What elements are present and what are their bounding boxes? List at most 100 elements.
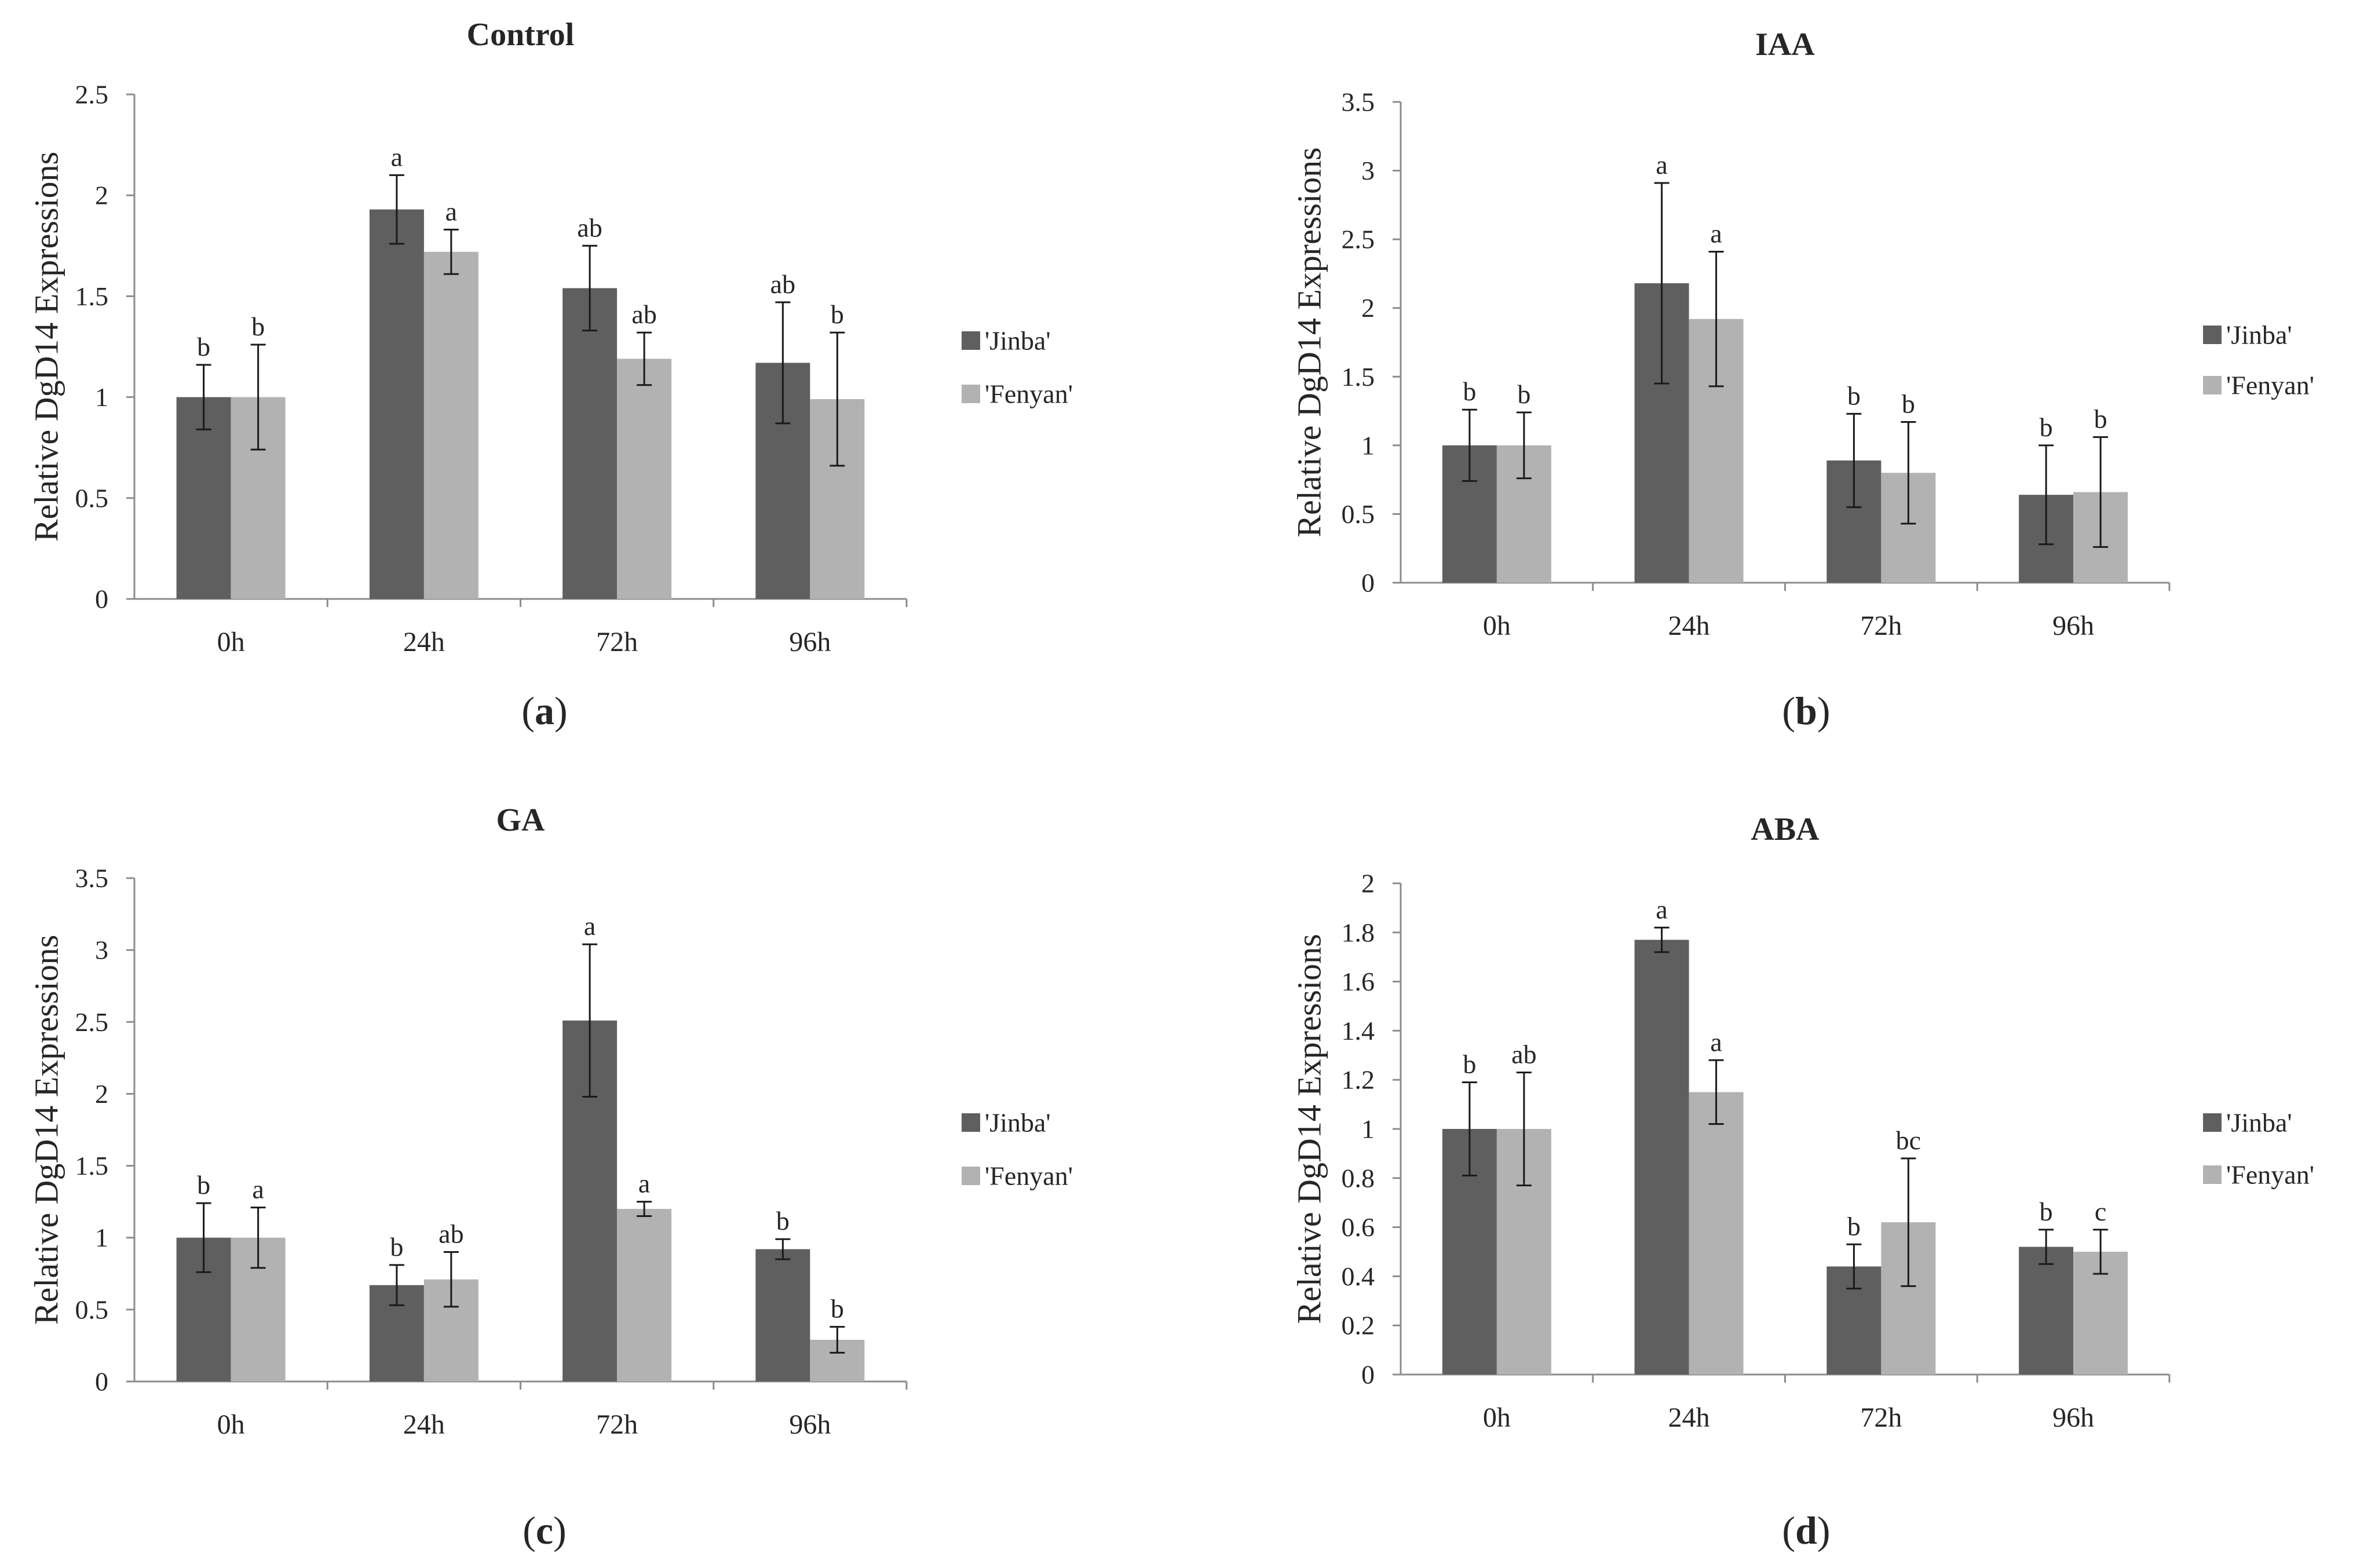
y-tick-label: 2 [95, 181, 108, 210]
y-tick-label: 0 [1361, 1360, 1375, 1390]
significance-label: ab [1511, 1039, 1536, 1069]
y-tick-label: 1.5 [1342, 362, 1375, 392]
panel-caption: (c) [523, 1508, 567, 1552]
legend-swatch-fenyan [962, 1167, 980, 1185]
chart-panel-b: IAA Relative DgD14 Expressions 0 0.5 1 1.5 2 2.… [1291, 27, 2315, 733]
panel-caption-letter: b [1795, 689, 1817, 733]
significance-label: b [1463, 377, 1476, 406]
y-tick-label: 3 [95, 935, 108, 965]
significance-label: a [638, 1169, 650, 1198]
significance-label: bc [1896, 1125, 1921, 1155]
significance-label: b [1847, 381, 1861, 410]
x-tick-label: 0h [217, 1409, 245, 1440]
y-tick-label: 2.5 [1342, 225, 1375, 254]
chart-panel-d: ABA Relative DgD14 Expressions 0 0.2 0.4 0.6 0… [1291, 812, 2315, 1552]
y-tick-label: 2 [95, 1079, 108, 1109]
legend-swatch-jinba [962, 331, 980, 350]
y-tick-label: 1.5 [75, 282, 109, 311]
legend-swatch-fenyan [2203, 376, 2222, 394]
chart-title: GA [496, 802, 546, 838]
y-tick-label: 0 [95, 1367, 108, 1397]
y-axis-label: Relative DgD14 Expressions [28, 935, 65, 1325]
y-tick-label: 2 [1361, 869, 1375, 898]
bar-jinba-24h [369, 209, 424, 599]
y-tick-label: 1.8 [1342, 918, 1375, 947]
legend-swatch-fenyan [962, 385, 980, 403]
chart-panel-c: GA Relative DgD14 Expressions 0 0.5 1 1.5 2 2.5… [28, 802, 1073, 1552]
significance-label: a [391, 142, 403, 171]
significance-label: ab [577, 213, 602, 242]
bar-fenyan-24h [423, 251, 478, 599]
y-tick-label: 0.5 [75, 1295, 109, 1324]
y-tick-label: 0.8 [1342, 1163, 1375, 1193]
y-tick-label: 0 [1361, 568, 1375, 598]
x-tick-label: 96h [789, 1409, 831, 1440]
y-tick-label: 2 [1361, 293, 1375, 323]
bar-fenyan-72h [617, 1209, 672, 1381]
bar-fenyan-72h [617, 359, 672, 599]
y-tick-label: 0.5 [1342, 499, 1375, 529]
significance-label: a [584, 911, 596, 941]
y-tick-label: 2.5 [75, 80, 109, 109]
x-tick-label: 24h [1668, 611, 1710, 641]
y-tick-label: 0 [95, 584, 108, 614]
significance-label: b [1517, 379, 1530, 409]
bar-jinba-96h [2019, 1247, 2074, 1375]
bar-jinba-72h [562, 288, 618, 599]
significance-label: b [776, 1206, 790, 1236]
y-tick-label: 1.4 [1342, 1016, 1375, 1046]
legend-label-fenyan: 'Fenyan' [2226, 371, 2314, 400]
significance-label: b [831, 299, 844, 329]
y-tick-label: 1 [95, 382, 108, 412]
panel-caption-letter: c [536, 1508, 553, 1552]
significance-label: a [252, 1175, 264, 1204]
chart-title: ABA [1751, 812, 1820, 847]
x-tick-label: 0h [1483, 611, 1511, 641]
legend-label-jinba: 'Jinba' [2226, 1108, 2292, 1138]
legend-swatch-jinba [2203, 1113, 2222, 1132]
y-axis-label: Relative DgD14 Expressions [1291, 147, 1328, 537]
legend-swatch-jinba [962, 1113, 980, 1132]
bar-jinba-24h [1634, 940, 1689, 1375]
significance-label: b [197, 1170, 210, 1200]
significance-label: a [1656, 894, 1667, 924]
x-tick-label: 72h [596, 627, 638, 657]
x-tick-label: 72h [1860, 611, 1902, 641]
x-tick-label: 24h [403, 627, 445, 657]
legend-label-fenyan: 'Fenyan' [2226, 1160, 2314, 1190]
significance-label: a [1656, 150, 1667, 180]
x-tick-label: 72h [596, 1409, 638, 1440]
legend-label-fenyan: 'Fenyan' [985, 379, 1073, 409]
significance-label: a [1710, 218, 1722, 248]
chart-title: Control [467, 17, 575, 53]
significance-label: b [251, 312, 265, 341]
legend-swatch-jinba [2203, 326, 2222, 344]
y-axis-label: Relative DgD14 Expressions [1291, 934, 1328, 1324]
bar-jinba-96h [755, 1249, 810, 1381]
panel-caption: (b) [1782, 689, 1830, 733]
legend-label-fenyan: 'Fenyan' [985, 1161, 1073, 1191]
legend-label-jinba: 'Jinba' [985, 326, 1051, 356]
significance-label: ab [631, 299, 656, 329]
y-tick-label: 0.4 [1342, 1262, 1375, 1291]
legend-label-jinba: 'Jinba' [985, 1108, 1051, 1138]
y-axis-label: Relative DgD14 Expressions [28, 152, 65, 542]
significance-label: b [831, 1294, 844, 1324]
bar-fenyan-24h [1689, 1092, 1744, 1375]
significance-label: b [1902, 389, 1915, 419]
y-tick-label: 1.2 [1342, 1065, 1375, 1095]
y-tick-label: 1.5 [75, 1151, 109, 1180]
significance-label: ab [439, 1219, 463, 1249]
x-tick-label: 24h [1668, 1402, 1710, 1433]
y-tick-label: 1 [1361, 1114, 1375, 1144]
panel-caption-letter: d [1795, 1508, 1817, 1552]
significance-label: c [2095, 1197, 2106, 1226]
significance-label: a [1710, 1027, 1722, 1057]
y-tick-label: 3.5 [1342, 87, 1375, 117]
significance-label: a [445, 196, 457, 226]
y-tick-label: 0.6 [1342, 1212, 1375, 1242]
y-tick-label: 3 [1361, 156, 1375, 185]
y-tick-label: 3.5 [75, 864, 109, 893]
significance-label: b [197, 332, 210, 361]
